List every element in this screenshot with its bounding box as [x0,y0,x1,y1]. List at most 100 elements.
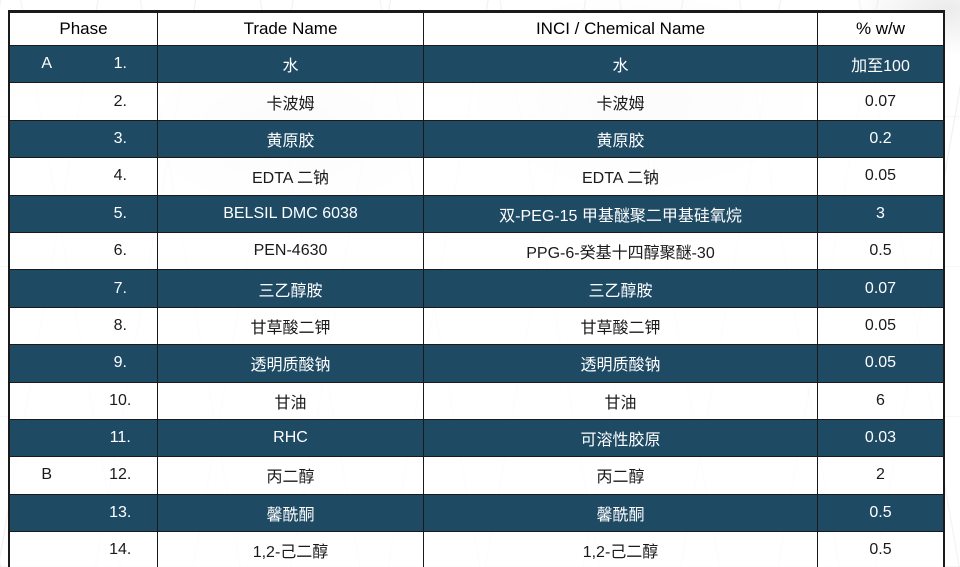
phase-letter [10,196,84,232]
trade-name-cell: 透明质酸钠 [158,345,424,382]
percent-cell: 0.05 [864,316,897,334]
inci-cell: 丙二醇 [424,457,818,494]
phase-cell: 11. [10,419,158,457]
row-number: 2. [113,92,127,110]
percent-cell: 0.05 [864,167,897,185]
inci-cell: 三乙醇胺 [424,270,818,307]
percent-cell: 6 [876,391,885,409]
trade-name-cell: BELSIL DMC 6038 [158,195,424,232]
percent-cell: 0.03 [864,429,897,447]
table-row: 9. 透明质酸钠 透明质酸钠 0.05 [10,344,943,382]
percent-cell: 0.5 [869,242,892,260]
trade-name-cell: 1,2-己二醇 [158,532,424,567]
row-number: 10. [109,391,132,409]
table-row: 5. BELSIL DMC 6038 双-PEG-15 甲基醚聚二甲基硅氧烷 3 [10,194,943,232]
table-body: A 1. 水 水 加至100 2. 卡波姆 卡波姆 0.07 3. 黄原胶 黄原… [10,45,943,567]
phase-cell: 6. [10,232,158,270]
phase-cell: 4. [10,158,158,195]
phase-letter [10,121,84,157]
trade-name-cell: 甘油 [158,382,424,419]
trade-name-cell: 丙二醇 [158,457,424,494]
percent-cell: 0.07 [864,279,897,297]
inci-cell: PPG-6-癸基十四醇聚醚-30 [424,232,818,270]
percent-cell: 0.5 [869,503,892,521]
row-number: 4. [113,167,127,185]
trade-name-cell: 黄原胶 [158,120,424,158]
row-number: 11. [109,429,131,447]
trade-name-cell: 三乙醇胺 [158,270,424,307]
inci-cell: 馨酰酮 [424,494,818,532]
formulation-table: Phase Trade Name INCI / Chemical Name % … [8,10,945,567]
inci-cell: 卡波姆 [424,83,818,120]
trade-name-cell: EDTA 二钠 [158,158,424,195]
phase-letter: B [41,466,53,484]
table-row: 2. 卡波姆 卡波姆 0.07 [10,82,943,120]
trade-name-cell: RHC [158,419,424,457]
phase-letter [10,270,84,306]
trade-name-cell: PEN-4630 [158,232,424,270]
percent-cell: 0.5 [869,541,892,559]
inci-cell: 1,2-己二醇 [424,532,818,567]
table-row: 7. 三乙醇胺 三乙醇胺 0.07 [10,269,943,307]
row-number: 9. [113,354,127,372]
header-inci-chemical-name: INCI / Chemical Name [424,13,818,45]
phase-cell: 5. [10,195,158,232]
header-percent-ww: % w/w [855,19,906,38]
phase-cell: 7. [10,270,158,307]
phase-cell: B 12. [10,457,158,494]
phase-letter [10,308,84,344]
phase-cell: 8. [10,307,158,345]
trade-name-cell: 甘草酸二钾 [158,307,424,345]
phase-cell: 3. [10,120,158,158]
row-number: 1. [113,55,127,73]
inci-cell: 甘油 [424,382,818,419]
header-trade-name: Trade Name [158,13,424,45]
phase-cell: 9. [10,345,158,382]
phase-letter [10,158,84,194]
phase-letter [10,345,84,381]
inci-cell: 双-PEG-15 甲基醚聚二甲基硅氧烷 [424,195,818,232]
table-row: 10. 甘油 甘油 6 [10,381,943,419]
phase-cell: 2. [10,83,158,120]
inci-cell: 水 [424,46,818,83]
table-row: 13. 馨酰酮 馨酰酮 0.5 [10,493,943,532]
trade-name-cell: 馨酰酮 [158,494,424,532]
row-number: 13. [109,503,132,521]
percent-cell: 0.05 [864,354,897,372]
percent-cell: 0.07 [864,92,897,110]
table-row: 6. PEN-4630 PPG-6-癸基十四醇聚醚-30 0.5 [10,231,943,270]
phase-letter [10,233,84,269]
phase-letter [10,532,84,567]
trade-name-cell: 卡波姆 [158,83,424,120]
inci-cell: 甘草酸二钾 [424,307,818,345]
inci-cell: EDTA 二钠 [424,158,818,195]
phase-cell: 14. [10,532,158,567]
row-number: 5. [113,204,127,222]
row-number: 14. [109,541,132,559]
row-number: 6. [113,242,127,260]
table-row: B 12. 丙二醇 丙二醇 2 [10,456,943,494]
table-row: 14. 1,2-己二醇 1,2-己二醇 0.5 [10,531,943,567]
trade-name-cell: 水 [158,46,424,83]
percent-cell: 加至100 [851,58,910,76]
table-row: 3. 黄原胶 黄原胶 0.2 [10,119,943,158]
inci-cell: 透明质酸钠 [424,345,818,382]
table-row: 8. 甘草酸二钾 甘草酸二钾 0.05 [10,306,943,345]
row-number: 7. [113,279,127,297]
phase-cell: 10. [10,382,158,419]
phase-cell: 13. [10,494,158,532]
table-row: A 1. 水 水 加至100 [10,45,943,83]
percent-cell: 0.2 [869,129,892,147]
row-number: 12. [109,466,132,484]
table-header-row: Phase Trade Name INCI / Chemical Name % … [10,13,943,45]
phase-letter [10,383,84,419]
row-number: 8. [113,316,127,334]
phase-letter [10,420,84,456]
percent-cell: 2 [876,466,885,484]
phase-cell: A 1. [10,46,158,83]
phase-letter [10,83,84,119]
phase-letter [10,495,84,531]
row-number: 3. [113,129,127,147]
percent-cell: 3 [876,204,885,222]
table-row: 11. RHC 可溶性胶原 0.03 [10,418,943,457]
